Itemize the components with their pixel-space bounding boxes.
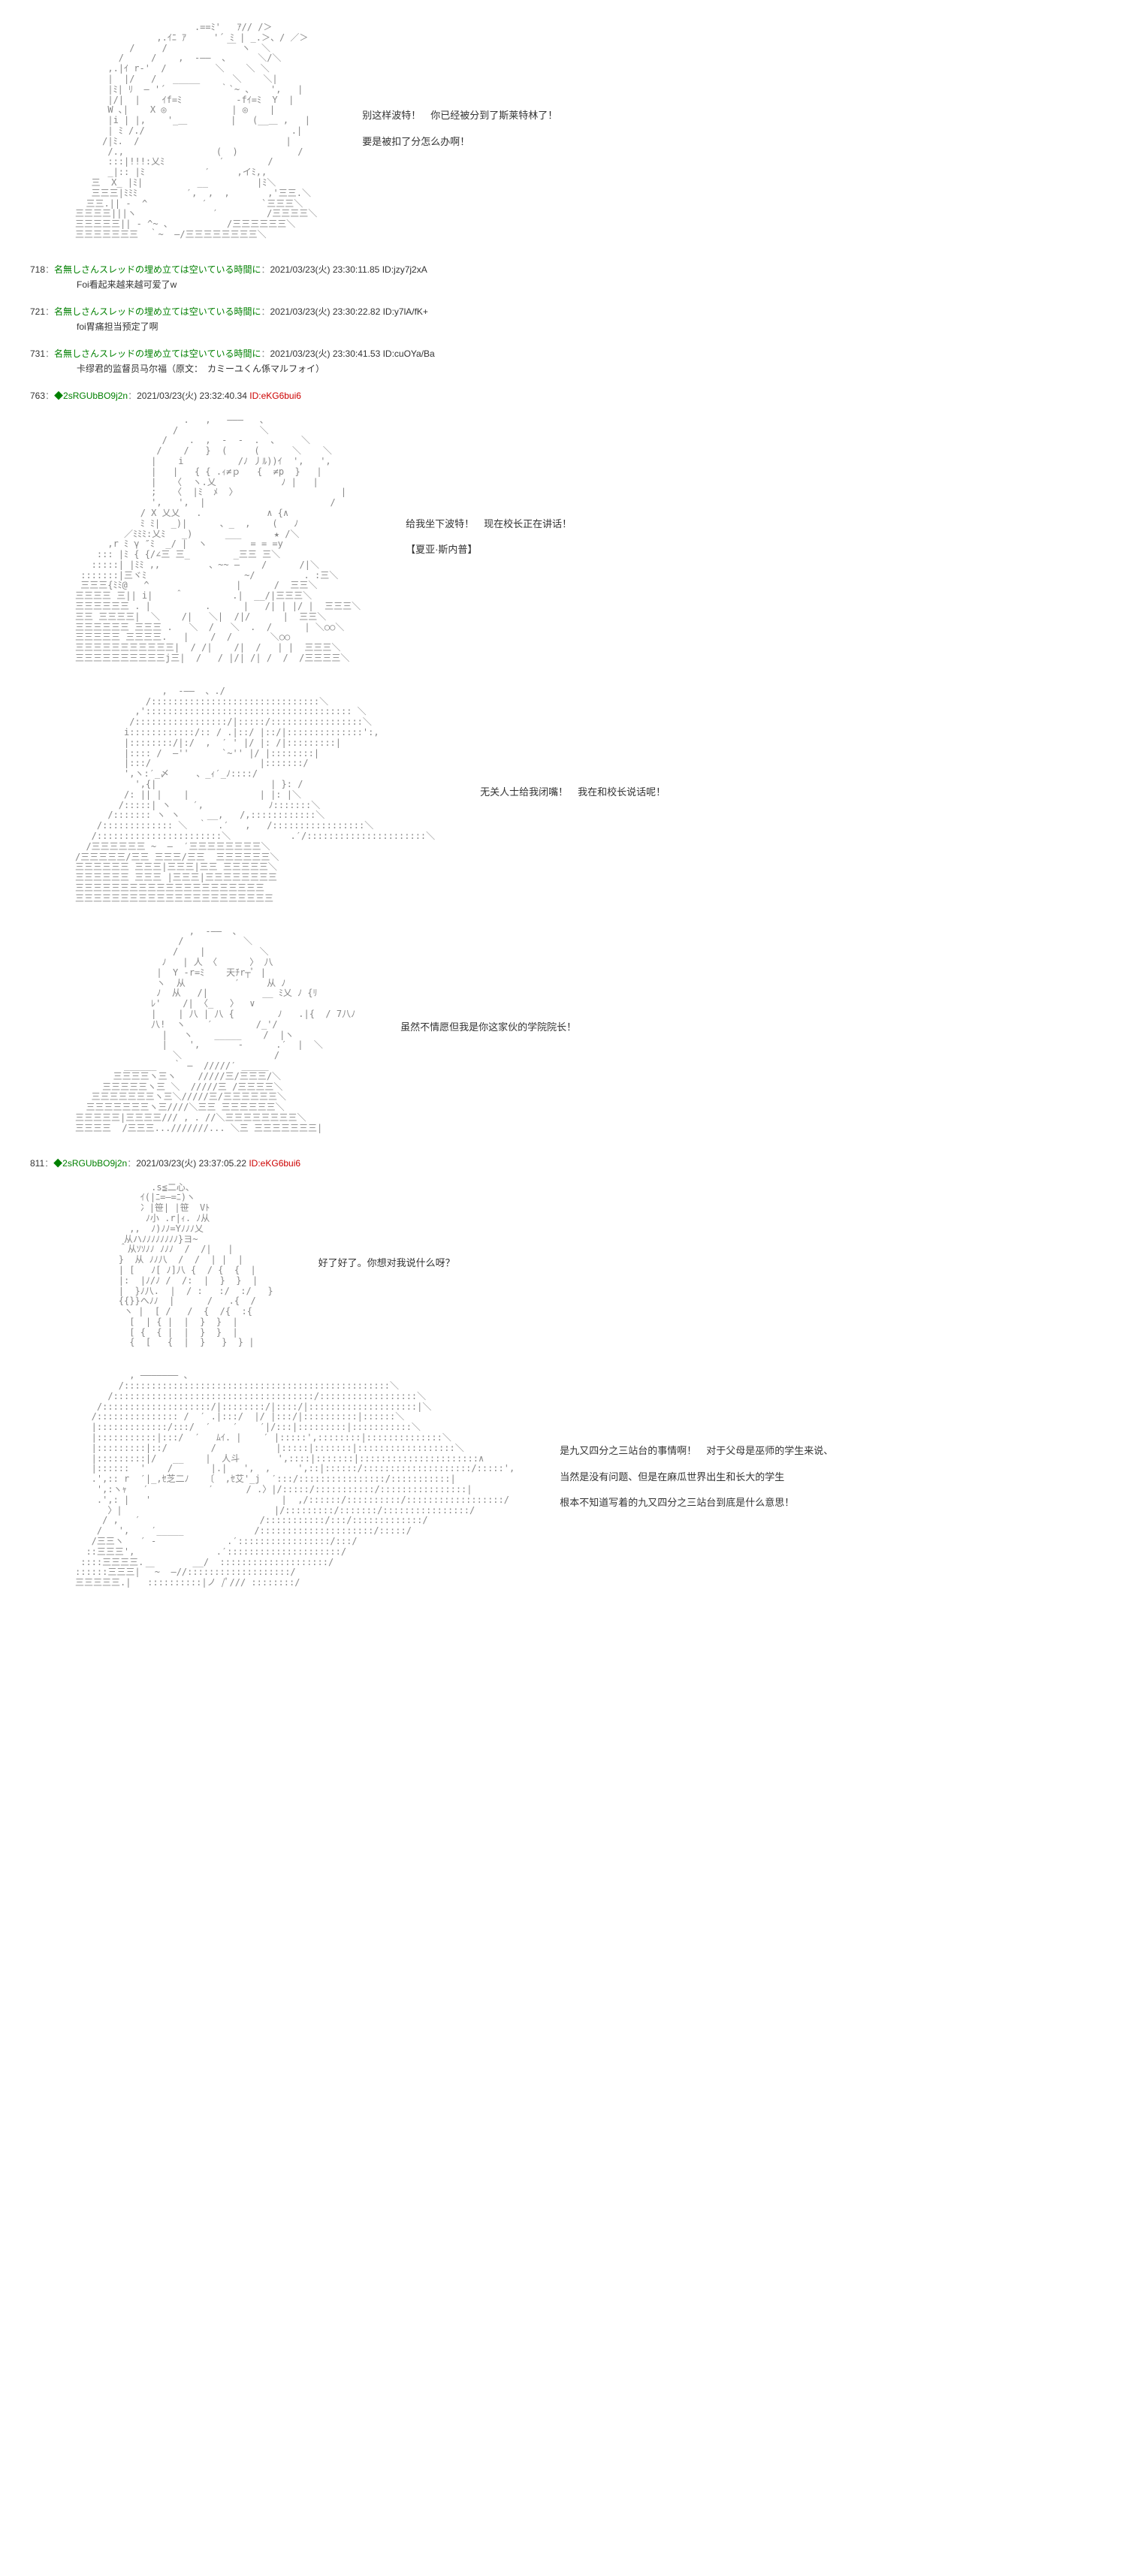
aa-panel-3: , -―― 、./ /:::::::::::::::::::::::::::::… (30, 686, 1096, 904)
aa-art-4: , -―― 、 / ＼ / | ＼ ﾉ | 人 〈 〉 八 | Y ‐r=ﾐ 天… (75, 927, 355, 1134)
aa-art-2: . , ――― 、 / ＼ / . , - - . 、 ＼ / / } ( ( … (75, 415, 361, 664)
post-number: 811 (30, 1158, 44, 1169)
post-number: 763 (30, 391, 45, 401)
dialogue-line: 给我坐下波特！ 现在校长正在讲话！ (406, 514, 572, 535)
poster-name[interactable]: 名無しさんスレッドの埋め立ては空いている時間に (54, 264, 261, 275)
dialogue-line: 别这样波特！ 你已经被分到了斯莱特林了！ (362, 105, 557, 127)
dialogue-line: 虽然不情愿但我是你这家伙的学院院长！ (400, 1017, 576, 1039)
post-meta: 2021/03/23(火) 23:30:22.82 ID:y7lA/fK+ (270, 306, 427, 317)
post-number: 718 (30, 264, 45, 275)
aa-text-6: 是九又四分之三站台的事情啊！ 对于父母是巫师的学生来说、 当然是没有问题、但是在… (560, 1440, 833, 1519)
aa-art-6: , ――――――― 、 /:::::::::::::::::::::::::::… (75, 1371, 515, 1588)
post-date: 2021/03/23(火) 23:32:40.34 (137, 391, 247, 401)
post-number: 731 (30, 348, 45, 359)
post-id: ID:eKG6bui6 (249, 1158, 300, 1169)
trip-handle[interactable]: ◆2sRGUbBO9j2n (53, 1158, 127, 1169)
aa-panel-5: .s≦二心、 ｲ(|ﾆ=―=ﾆ)ヽ 冫|笹| |笹 Vﾄ ﾉ小 .r|ｨ. ﾉ从… (30, 1183, 1096, 1349)
dialogue-line: 是九又四分之三站台的事情啊！ 对于父母是巫师的学生来说、 (560, 1440, 833, 1462)
dialogue-line: 要是被扣了分怎么办啊！ (362, 131, 557, 153)
post-body: foi胃痛担当预定了啊 (77, 320, 1096, 333)
aa-panel-6: , ――――――― 、 /:::::::::::::::::::::::::::… (30, 1371, 1096, 1588)
dialogue-line: 【夏亚·斯内普】 (406, 539, 572, 561)
trip-handle[interactable]: ◆2sRGUbBO9j2n (54, 391, 128, 401)
post-body: Foi看起来越来越可爱了w (77, 278, 1096, 291)
post-721: 721：名無しさんスレッドの埋め立ては空いている時間に：2021/03/23(火… (30, 305, 1096, 333)
dialogue-line: 无关人士给我闭嘴！ 我在和校长说话呢！ (480, 782, 666, 804)
aa-panel-4: , -―― 、 / ＼ / | ＼ ﾉ | 人 〈 〉 八 | Y ‐r=ﾐ 天… (30, 927, 1096, 1134)
post-763: 763：◆2sRGUbBO9j2n：2021/03/23(火) 23:32:40… (30, 389, 1096, 402)
aa-text-2: 给我坐下波特！ 现在校长正在讲话！ 【夏亚·斯内普】 (406, 514, 572, 566)
poster-name[interactable]: 名無しさんスレッドの埋め立ては空いている時間に (54, 306, 261, 317)
post-number: 721 (30, 306, 45, 317)
aa-text-1: 别这样波特！ 你已经被分到了斯莱特林了！ 要是被扣了分怎么办啊！ (362, 105, 557, 157)
aa-art-5: .s≦二心、 ｲ(|ﾆ=―=ﾆ)ヽ 冫|笹| |笹 Vﾄ ﾉ小 .r|ｨ. ﾉ从… (75, 1183, 273, 1349)
post-731: 731：名無しさんスレッドの埋め立ては空いている時間に：2021/03/23(火… (30, 347, 1096, 376)
aa-panel-1: .==ﾐ' ｱ// /＞ ,.ｲﾆ ｱ '´ ﾐ | _.＞、/ ／＞ / / … (30, 23, 1096, 240)
poster-name[interactable]: 名無しさんスレッドの埋め立ては空いている時間に (54, 348, 261, 359)
post-id: ID:eKG6bui6 (249, 391, 301, 401)
aa-art-1: .==ﾐ' ｱ// /＞ ,.ｲﾆ ｱ '´ ﾐ | _.＞、/ ／＞ / / … (75, 23, 317, 240)
dialogue-line: 好了好了。你想对我说什么呀？ (318, 1253, 455, 1274)
dialogue-line: 根本不知道写着的九又四分之三站台到底是什么意思！ (560, 1492, 833, 1514)
post-811: 811：◆2sRGUbBO9j2n：2021/03/23(火) 23:37:05… (30, 1157, 1096, 1169)
aa-art-3: , -―― 、./ /:::::::::::::::::::::::::::::… (75, 686, 435, 904)
aa-panel-2: . , ――― 、 / ＼ / . , - - . 、 ＼ / / } ( ( … (30, 415, 1096, 664)
aa-text-3: 无关人士给我闭嘴！ 我在和校长说话呢！ (480, 782, 666, 808)
dialogue-line: 当然是没有问题、但是在麻瓜世界出生和长大的学生 (560, 1467, 833, 1489)
post-body: 卡缪君的监督员马尔福（原文： カミーユくん係マルフォイ） (77, 362, 1096, 376)
post-meta: 2021/03/23(火) 23:30:41.53 ID:cuOYa/Ba (270, 348, 434, 359)
aa-text-4: 虽然不情愿但我是你这家伙的学院院长！ (400, 1017, 576, 1043)
post-718: 718：名無しさんスレッドの埋め立ては空いている時間に：2021/03/23(火… (30, 263, 1096, 291)
post-date: 2021/03/23(火) 23:37:05.22 (136, 1158, 246, 1169)
aa-text-5: 好了好了。你想对我说什么呀？ (318, 1253, 455, 1279)
post-meta: 2021/03/23(火) 23:30:11.85 ID:jzy7j2xA (270, 264, 427, 275)
